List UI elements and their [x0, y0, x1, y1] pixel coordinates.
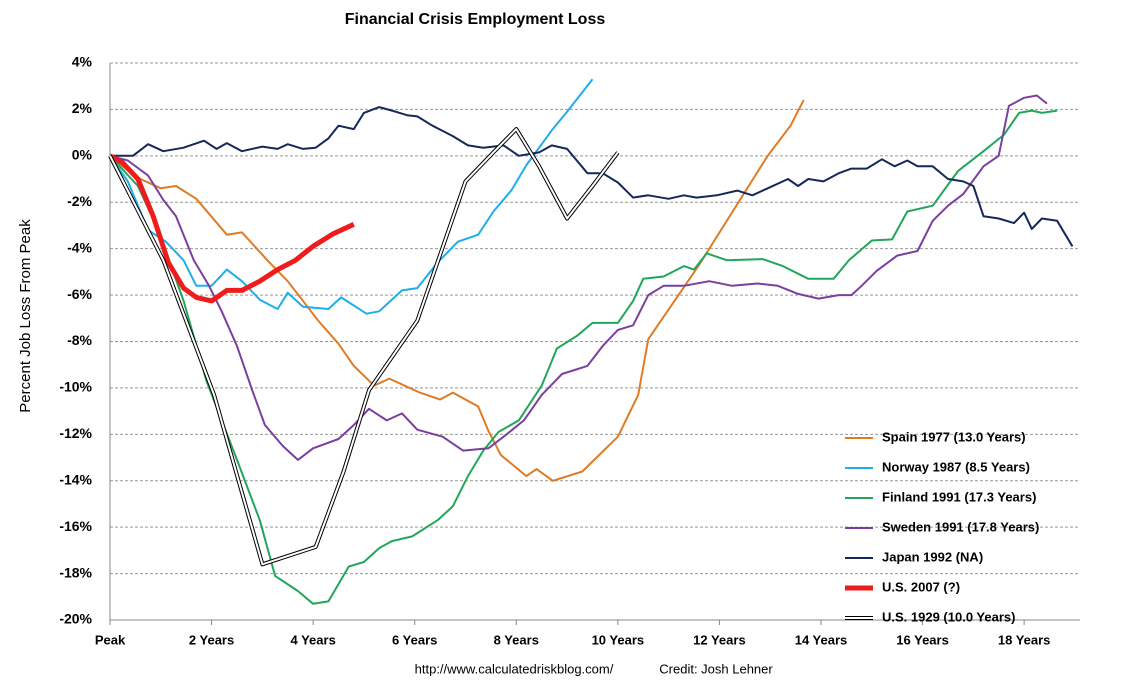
legend-label: Spain 1977 (13.0 Years)	[882, 429, 1026, 444]
y-tick-label: 2%	[72, 100, 93, 116]
series-line	[109, 94, 1048, 461]
x-tick-label: 18 Years	[998, 632, 1051, 647]
x-tick-label: 2 Years	[189, 632, 234, 647]
y-tick-label: -2%	[67, 193, 92, 209]
x-tick-label: 10 Years	[592, 632, 645, 647]
x-tick-label: 4 Years	[290, 632, 335, 647]
credit: Credit: Josh Lehner	[659, 661, 773, 676]
x-tick-label: 14 Years	[795, 632, 848, 647]
series-line-inner	[109, 128, 619, 566]
y-tick-label: 4%	[72, 54, 93, 70]
series-line	[109, 99, 805, 482]
y-tick-label: 0%	[72, 147, 93, 163]
y-tick-label: -6%	[67, 286, 92, 302]
chart-title: Financial Crisis Employment Loss	[345, 11, 606, 28]
x-tick-label: 8 Years	[494, 632, 539, 647]
series-line	[108, 153, 355, 304]
x-tick-label: 6 Years	[392, 632, 437, 647]
legend-label: U.S. 1929 (10.0 Years)	[882, 609, 1015, 624]
y-tick-label: -12%	[59, 425, 92, 441]
series-line	[109, 78, 594, 315]
legend-label: Finland 1991 (17.3 Years)	[882, 489, 1036, 504]
y-axis-label: Percent Job Loss From Peak	[17, 219, 34, 413]
source: http://www.calculatedriskblog.com/	[415, 661, 614, 676]
y-tick-label: -14%	[59, 471, 92, 487]
y-tick-label: -8%	[67, 332, 92, 348]
series-line	[109, 109, 1058, 605]
y-tick-label: -16%	[59, 518, 92, 534]
legend-label: Sweden 1991 (17.8 Years)	[882, 519, 1039, 534]
legend-label: Japan 1992 (NA)	[882, 549, 983, 564]
y-tick-label: -10%	[59, 379, 92, 395]
x-tick-label: 16 Years	[896, 632, 949, 647]
x-tick-label: Peak	[95, 632, 126, 647]
legend-label: Norway 1987 (8.5 Years)	[882, 459, 1030, 474]
x-tick-label: 12 Years	[693, 632, 746, 647]
y-tick-label: -18%	[59, 564, 92, 580]
y-tick-label: -4%	[67, 239, 92, 255]
y-tick-label: -20%	[59, 611, 92, 627]
series-line	[110, 106, 1074, 247]
legend-label: U.S. 2007 (?)	[882, 579, 960, 594]
